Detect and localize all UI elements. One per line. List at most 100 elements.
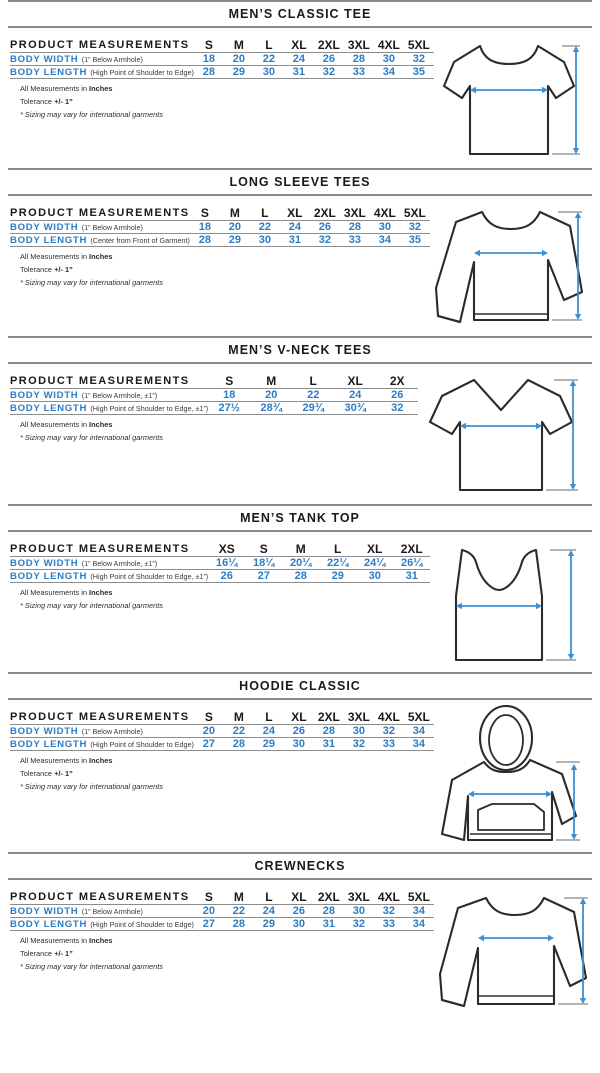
- section-hoodie-classic: HOODIE CLASSIC PRODUCT MEASUREMENTS S M L X…: [0, 672, 600, 852]
- size-header-2x: 2X: [389, 374, 405, 388]
- table-row: BODY WIDTH (1” Below Armhole) 20 22 24 26 28…: [10, 724, 434, 738]
- measurements-table-wrap: PRODUCT MEASUREMENTS XS S M L XL 2XL BODY WID…: [0, 532, 431, 613]
- body-length-note: (High Point of Shoulder to Edge): [90, 919, 194, 929]
- size-header-5xl: 5XL: [407, 38, 430, 52]
- size-header-xl: XL: [367, 542, 383, 556]
- table-bottom-rule: [10, 246, 430, 247]
- body-length-value: 26: [208, 569, 246, 583]
- section-title: LONG SLEEVE TEES: [229, 175, 371, 189]
- garment-illustration-vneck: [418, 364, 593, 504]
- size-header-s: S: [259, 542, 268, 556]
- size-header-4xl: 4XL: [373, 206, 396, 220]
- body-length-value: 33: [373, 917, 404, 931]
- body-length-value: 35: [399, 233, 430, 247]
- body-width-value: 24¼: [356, 556, 394, 570]
- body-width-note: (1” Below Armhole): [81, 222, 143, 232]
- section-rule-top: [8, 852, 592, 854]
- body-width-value: 22: [253, 52, 284, 66]
- table-header-row: PRODUCT MEASUREMENTS XS S M L XL 2XL: [10, 542, 430, 557]
- size-header-m: M: [233, 38, 244, 52]
- international-note: * Sizing may vary for international garm…: [20, 432, 163, 442]
- body-length-value: 31: [283, 65, 314, 79]
- body-length-value: 31: [313, 917, 344, 931]
- size-header-xl: XL: [287, 206, 303, 220]
- vneck-icon: [429, 378, 579, 492]
- size-header-3xl: 3XL: [347, 890, 370, 904]
- size-header-m: M: [295, 542, 306, 556]
- body-width-note: (1” Below Armhole, ±1”): [81, 390, 158, 400]
- body-length-value: 28: [223, 917, 254, 931]
- garment-illustration-tee: [434, 28, 584, 168]
- garment-illustration-longsleeve: [430, 196, 590, 336]
- section-rule-bottom: [8, 194, 592, 196]
- body-width-value: 26: [313, 52, 344, 66]
- tolerance-note: Tolerance +/- 1”: [20, 948, 73, 958]
- size-header-s: S: [225, 374, 234, 388]
- measurements-table: PRODUCT MEASUREMENTS S M L XL 2XL 3XL 4XL 5XL B…: [10, 38, 434, 79]
- footnotes: All Measurements in Inches Tolerance +/-…: [10, 79, 434, 122]
- measurements-table: PRODUCT MEASUREMENTS S M L XL 2XL 3XL 4XL 5XL B…: [10, 710, 434, 751]
- table-row: BODY WIDTH (1” Below Armhole) 18 20 22 24 26…: [10, 52, 434, 66]
- body-length-value: 34: [403, 917, 434, 931]
- body-width-value: 30: [373, 52, 404, 66]
- measurements-table-wrap: PRODUCT MEASUREMENTS S M L XL 2XL 3XL 4XL 5XL B…: [0, 196, 430, 290]
- section-body: PRODUCT MEASUREMENTS S M L XL 2X BODY WIDTH …: [0, 364, 600, 504]
- body-length-value: 30: [283, 917, 314, 931]
- measurements-header: PRODUCT MEASUREMENTS: [10, 207, 190, 219]
- measurements-table: PRODUCT MEASUREMENTS S M L XL 2XL 3XL 4XL 5XL B…: [10, 890, 434, 931]
- table-row: BODY WIDTH (1” Below Armhole, ±1”) 16¼ 18…: [10, 556, 431, 570]
- table-header-row: PRODUCT MEASUREMENTS S M L XL 2X: [10, 374, 418, 389]
- measurements-table-wrap: PRODUCT MEASUREMENTS S M L XL 2XL 3XL 4XL 5XL B…: [0, 880, 434, 974]
- body-length-value: 27: [245, 569, 283, 583]
- body-width-value: 28: [339, 220, 370, 234]
- size-header-5xl: 5XL: [407, 710, 430, 724]
- body-width-value: 32: [399, 220, 430, 234]
- section-rule-bottom: [8, 362, 592, 364]
- size-header-2xl: 2XL: [313, 206, 336, 220]
- body-width-value: 32: [373, 724, 404, 738]
- table-bottom-rule: [10, 414, 419, 415]
- body-length-value: 33: [339, 233, 370, 247]
- body-width-value: 30: [343, 904, 374, 918]
- size-header-s: S: [204, 890, 213, 904]
- body-length-value: 33: [343, 65, 374, 79]
- body-length-value: 32: [313, 65, 344, 79]
- body-width-value: 18: [189, 220, 220, 234]
- garment-illustration-hoodie: [434, 700, 584, 852]
- size-header-3xl: 3XL: [347, 38, 370, 52]
- garment-illustration-crewneck: [434, 880, 594, 1020]
- body-width-value: 22: [249, 220, 280, 234]
- body-width-value: 20¼: [282, 556, 320, 570]
- body-width-value: 16¼: [208, 556, 246, 570]
- body-length-value: 33: [373, 737, 404, 751]
- table-row: BODY LENGTH (High Point of Shoulder to E…: [10, 737, 434, 751]
- body-width-value: 20: [219, 220, 250, 234]
- body-width-value: 24: [253, 904, 284, 918]
- table-bottom-rule: [10, 78, 434, 79]
- international-note: * Sizing may vary for international garm…: [20, 109, 163, 119]
- section-mens-classic-tee: MEN’S CLASSIC TEE PRODUCT MEASUREMENTS S…: [0, 0, 600, 168]
- body-width-label: BODY WIDTH (1” Below Armhole): [10, 52, 194, 66]
- section-title: MEN’S TANK TOP: [240, 511, 360, 525]
- body-length-note: (High Point of Shoulder to Edge, ±1”): [90, 571, 209, 581]
- table-row: BODY WIDTH (1” Below Armhole) 18 20 22 24 26…: [10, 220, 430, 234]
- size-header-xl: XL: [347, 374, 363, 388]
- table-row: BODY WIDTH (1” Below Armhole, ±1”) 18 20 2…: [10, 388, 419, 402]
- body-length-value: 30: [283, 737, 314, 751]
- body-width-value: 32: [373, 904, 404, 918]
- body-length-label: BODY LENGTH (Center from Front of Garmen…: [10, 233, 190, 247]
- body-width-value: 34: [403, 724, 434, 738]
- measurements-table-wrap: PRODUCT MEASUREMENTS S M L XL 2XL 3XL 4XL 5XL B…: [0, 28, 434, 122]
- units-note: All Measurements in Inches: [20, 756, 113, 765]
- measurements-table-wrap: PRODUCT MEASUREMENTS S M L XL 2XL 3XL 4XL 5XL B…: [0, 700, 434, 794]
- body-length-value: 30: [249, 233, 280, 247]
- measurements-table-wrap: PRODUCT MEASUREMENTS S M L XL 2X BODY WIDTH …: [0, 364, 419, 445]
- body-width-value: 24: [253, 724, 284, 738]
- size-header-m: M: [229, 206, 240, 220]
- size-header-m: M: [266, 374, 277, 388]
- tee-icon: [442, 44, 580, 156]
- body-length-value: 28: [223, 737, 254, 751]
- footnotes: All Measurements in Inches Tolerance +/-…: [10, 931, 434, 974]
- body-width-label: BODY WIDTH (1” Below Armhole): [10, 724, 194, 738]
